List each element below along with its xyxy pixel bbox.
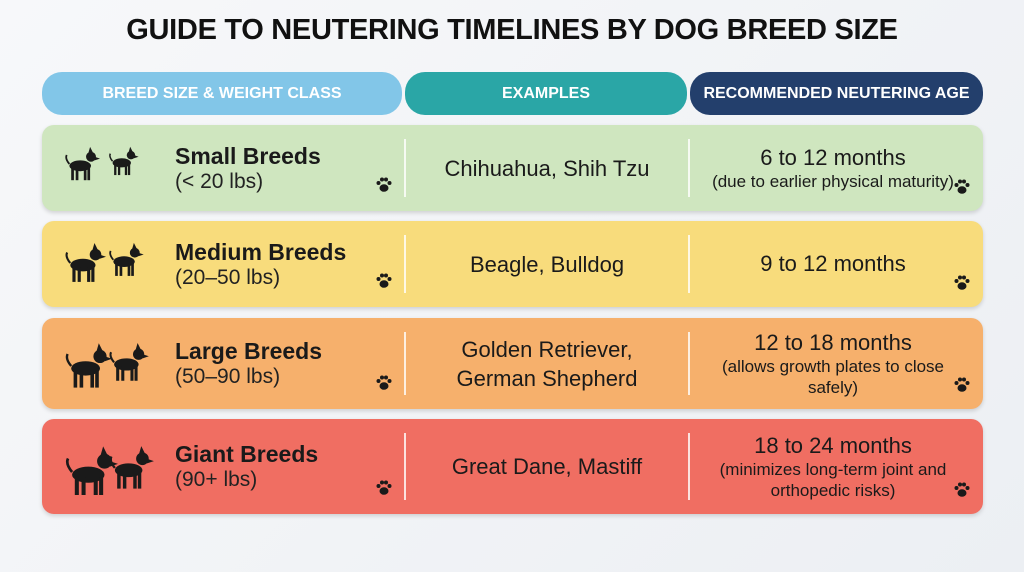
age: 9 to 12 months xyxy=(760,251,906,276)
examples: Chihuahua, Shih Tzu xyxy=(444,155,650,181)
paw-icon xyxy=(375,272,393,295)
divider xyxy=(404,433,406,500)
paw-icon xyxy=(375,374,393,397)
dog-icon xyxy=(64,445,164,500)
table-row: Giant Breeds (90+ lbs) Great Dane, Mastiff… xyxy=(42,419,983,514)
examples-cell: Beagle, Bulldog xyxy=(424,221,670,307)
header-cell: EXAMPLES xyxy=(405,72,687,115)
title: GUIDE TO NEUTERING TIMELINES BY DOG BREE… xyxy=(126,14,898,46)
dog-icon xyxy=(64,242,164,297)
age-cell: 6 to 12 months (due to earlier physical m… xyxy=(702,125,964,211)
breed-name: Giant Breeds xyxy=(175,441,319,467)
paw-icon xyxy=(953,481,971,504)
table-row: Small Breeds (< 20 lbs) Chihuahua, Shih Tz… xyxy=(42,125,983,211)
age: 6 to 12 months xyxy=(760,144,906,170)
divider xyxy=(688,433,690,500)
header-cell: BREED SIZE & WEIGHT CLASS xyxy=(42,72,402,115)
age: 12 to 18 months xyxy=(754,329,912,355)
breed-cell: Medium Breeds (20–50 lbs) xyxy=(175,221,395,307)
examples: Beagle, Bulldog xyxy=(469,251,625,277)
paw-icon xyxy=(953,178,971,201)
age-cell: 18 to 24 months (minimizes long-term join… xyxy=(702,419,964,514)
paw-icon xyxy=(953,376,971,399)
breed-weight: (< 20 lbs) xyxy=(175,169,264,193)
examples: Golden Retriever, German Shepherd xyxy=(456,336,638,391)
divider xyxy=(688,235,690,293)
divider xyxy=(688,139,690,197)
paw-icon xyxy=(375,479,393,502)
breed-name: Small Breeds xyxy=(175,142,321,169)
breed-name: Large Breeds xyxy=(175,338,323,364)
breed-cell: Large Breeds (50–90 lbs) xyxy=(175,318,395,409)
examples: Great Dane, Mastiff xyxy=(451,454,643,479)
age: 18 to 24 months xyxy=(754,432,912,458)
paw-icon xyxy=(375,176,393,199)
examples-cell: Great Dane, Mastiff xyxy=(424,419,670,514)
examples-cell: Chihuahua, Shih Tzu xyxy=(424,125,670,211)
divider xyxy=(404,235,406,293)
table-row: Medium Breeds (20–50 lbs) Beagle, Bulldog 9… xyxy=(42,221,983,307)
divider xyxy=(404,139,406,197)
examples-cell: Golden Retriever, German Shepherd xyxy=(424,318,670,409)
age-note: (minimizes long-term joint and orthopedi… xyxy=(719,459,947,500)
age-cell: 9 to 12 months xyxy=(702,221,964,307)
dog-icon xyxy=(64,146,164,201)
header-cell: RECOMMENDED NEUTERING AGE xyxy=(690,72,983,115)
breed-weight: (50–90 lbs) xyxy=(175,365,281,388)
breed-cell: Giant Breeds (90+ lbs) xyxy=(175,419,395,514)
age-cell: 12 to 18 months (allows growth plates to … xyxy=(702,318,964,409)
divider xyxy=(404,332,406,395)
age-note: (allows growth plates to close safely) xyxy=(721,356,945,397)
breed-weight: (90+ lbs) xyxy=(175,468,258,491)
breed-name: Medium Breeds xyxy=(175,238,347,265)
table-row: Large Breeds (50–90 lbs) Golden Retriever,… xyxy=(42,318,983,409)
divider xyxy=(688,332,690,395)
breed-cell: Small Breeds (< 20 lbs) xyxy=(175,125,395,211)
paw-icon xyxy=(953,274,971,297)
breed-weight: (20–50 lbs) xyxy=(175,265,281,289)
age-note: (due to earlier physical maturity) xyxy=(712,171,954,191)
dog-icon xyxy=(64,342,164,397)
